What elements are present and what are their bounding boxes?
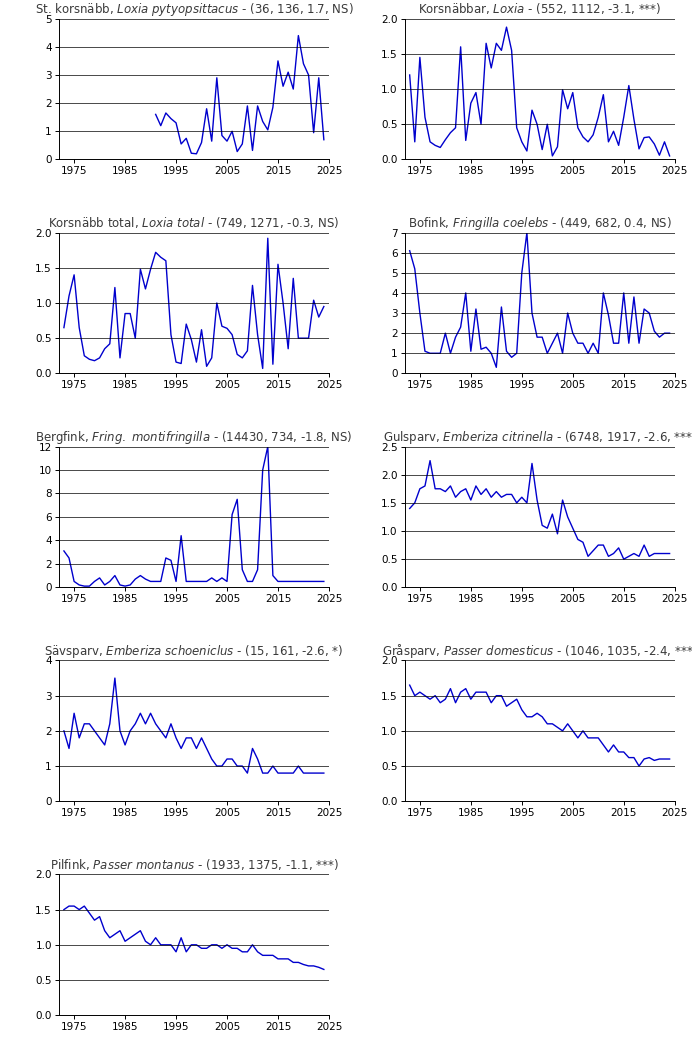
Title: Bofink, $\it{Fringilla\ coelebs}$ - (449, 682, 0.4, NS): Bofink, $\it{Fringilla\ coelebs}$ - (449… <box>408 215 672 233</box>
Title: St. korsnäbb, $\it{Loxia\ pytyopsittacus}$ - (36, 136, 1.7, NS): St. korsnäbb, $\it{Loxia\ pytyopsittacus… <box>35 1 353 18</box>
Title: Bergfink, $\it{Fring.\ montifringilla}$ - (14430, 734, -1.8, NS): Bergfink, $\it{Fring.\ montifringilla}$ … <box>35 429 352 446</box>
Title: Korsnäbbar, $\it{Loxia}$ - (552, 1112, -3.1, ***): Korsnäbbar, $\it{Loxia}$ - (552, 1112, -… <box>418 1 662 17</box>
Title: Pilfink, $\it{Passer\ montanus}$ - (1933, 1375, -1.1, ***): Pilfink, $\it{Passer\ montanus}$ - (1933… <box>50 856 338 872</box>
Title: Korsnäbb total, $\it{Loxia\ total}$ - (749, 1271, -0.3, NS): Korsnäbb total, $\it{Loxia\ total}$ - (7… <box>48 215 340 230</box>
Title: Sävsparv, $\it{Emberiza\ schoeniclus}$ - (15, 161, -2.6, *): Sävsparv, $\it{Emberiza\ schoeniclus}$ -… <box>44 643 344 660</box>
Title: Gulsparv, $\it{Emberiza\ citrinella}$ - (6748, 1917, -2.6, ***): Gulsparv, $\it{Emberiza\ citrinella}$ - … <box>383 429 692 446</box>
Title: Gråsparv, $\it{Passer\ domesticus}$ - (1046, 1035, -2.4, ***): Gråsparv, $\it{Passer\ domesticus}$ - (1… <box>382 641 692 660</box>
